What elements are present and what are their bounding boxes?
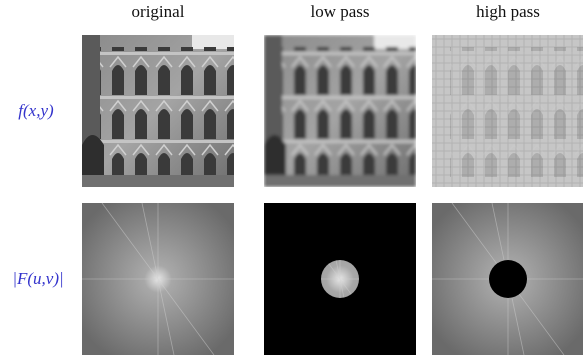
column-header: original	[132, 2, 185, 21]
row-label: |F(u,v)|	[12, 269, 63, 288]
spectrum-high-pass	[432, 203, 583, 355]
column-header: high pass	[476, 2, 540, 21]
image-high-pass	[432, 35, 583, 187]
spectrum-low-pass	[264, 203, 416, 355]
row-label: f(x,y)	[18, 101, 54, 120]
image-low-pass	[264, 35, 416, 187]
image-original	[82, 35, 234, 187]
column-header: low pass	[310, 2, 369, 21]
figure: original low pass high pass f(x,y) |F(u,…	[0, 0, 583, 358]
spectrum-original	[82, 203, 234, 355]
